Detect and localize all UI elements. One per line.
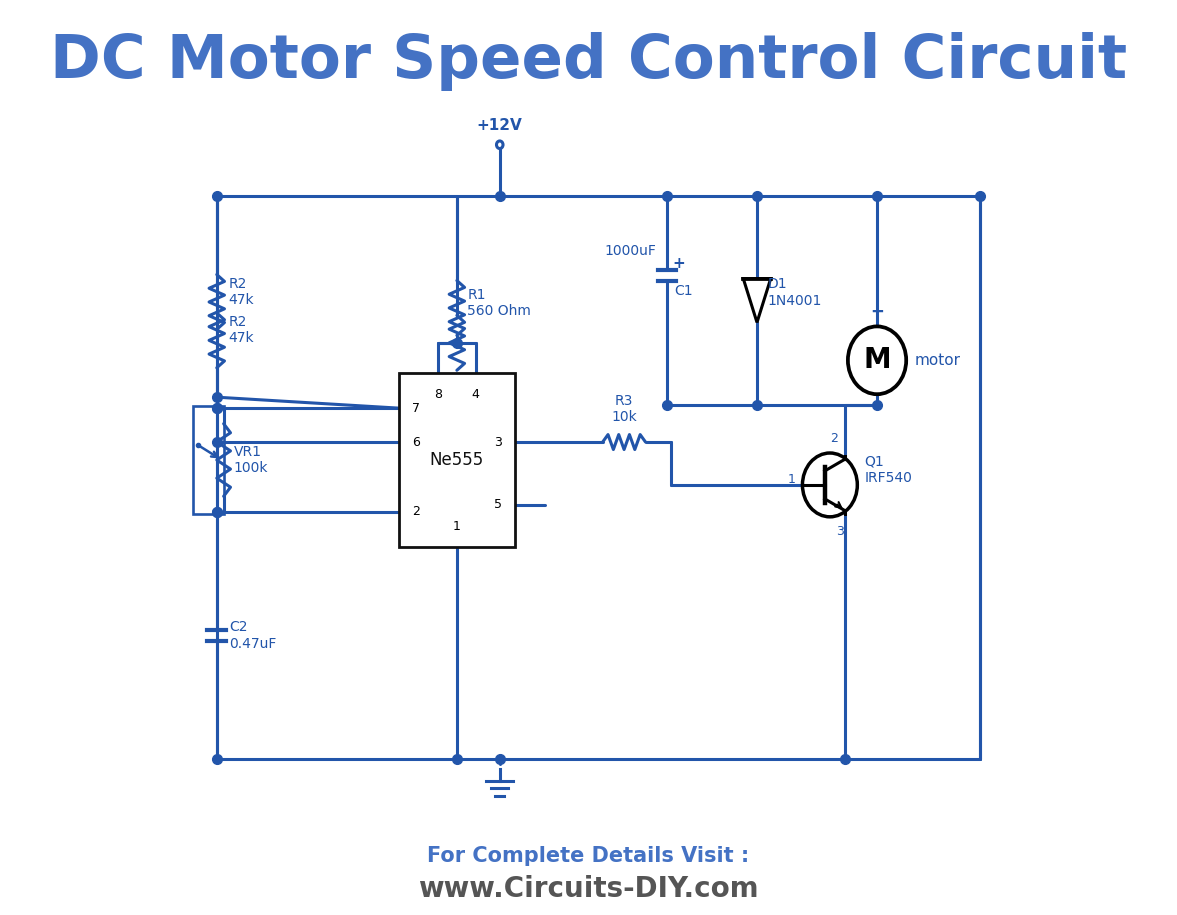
Circle shape: [803, 453, 857, 517]
Text: +: +: [870, 304, 884, 321]
Text: M: M: [863, 346, 891, 374]
Circle shape: [847, 327, 906, 394]
Text: For Complete Details Visit :: For Complete Details Visit :: [427, 845, 750, 866]
Text: -: -: [873, 399, 880, 417]
Text: motor: motor: [915, 353, 960, 368]
Text: R2
47k: R2 47k: [228, 277, 254, 307]
Text: +12V: +12V: [477, 118, 523, 133]
Text: 1: 1: [453, 521, 461, 533]
Text: 1: 1: [787, 473, 796, 487]
Text: C2
0.47uF: C2 0.47uF: [228, 620, 277, 651]
Text: 6: 6: [412, 436, 420, 448]
Text: 3: 3: [494, 436, 501, 448]
Text: C1: C1: [673, 284, 692, 297]
Text: 4: 4: [472, 388, 480, 401]
Text: R2
47k: R2 47k: [228, 316, 254, 346]
Text: Q1
IRF540: Q1 IRF540: [864, 455, 912, 485]
Text: DC Motor Speed Control Circuit: DC Motor Speed Control Circuit: [49, 32, 1128, 91]
Text: D1
1N4001: D1 1N4001: [767, 277, 822, 307]
Text: VR1
100k: VR1 100k: [234, 445, 268, 475]
Text: www.Circuits-DIY.com: www.Circuits-DIY.com: [418, 875, 759, 903]
Text: 5: 5: [494, 499, 501, 511]
Bar: [193, 406, 224, 514]
Text: +: +: [672, 256, 685, 271]
Text: 2: 2: [412, 505, 420, 518]
Polygon shape: [744, 278, 771, 322]
Text: 2: 2: [830, 432, 838, 445]
Text: 8: 8: [434, 388, 443, 401]
Text: R1
560 Ohm: R1 560 Ohm: [467, 288, 531, 318]
Text: Ne555: Ne555: [430, 451, 484, 469]
Text: 3: 3: [836, 525, 844, 538]
Text: 7: 7: [412, 402, 420, 414]
Text: 1000uF: 1000uF: [605, 243, 657, 258]
Bar: [399, 372, 514, 547]
Text: R3
10k: R3 10k: [611, 393, 637, 424]
